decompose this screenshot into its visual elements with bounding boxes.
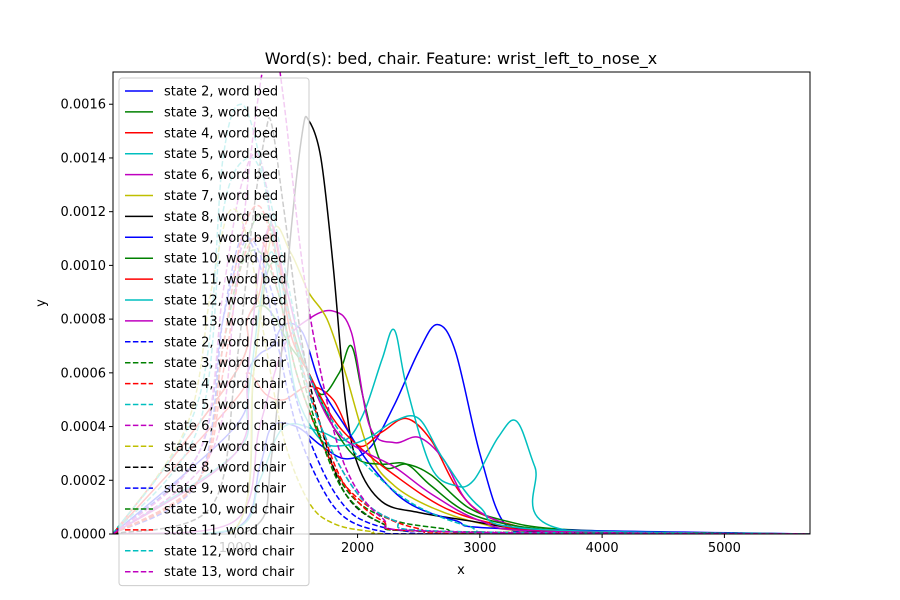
legend-label: state 2, word chair [164, 335, 287, 350]
legend-label: state 13, word bed [164, 314, 286, 329]
legend: state 2, word bed state 3, word bed state … [118, 77, 310, 587]
legend-label: state 5, word bed [164, 147, 278, 162]
x-tick-label: 3000 [463, 541, 496, 556]
legend-label: state 2, word bed [164, 85, 278, 100]
legend-label: state 7, word chair [164, 440, 287, 455]
legend-label: state 4, word chair [164, 377, 287, 392]
legend-label: state 9, word bed [164, 231, 278, 246]
legend-label: state 5, word chair [164, 398, 287, 413]
legend-label: state 10, word bed [164, 252, 286, 267]
legend-label: state 7, word bed [164, 189, 278, 204]
y-tick-label: 0.0008 [61, 313, 107, 328]
y-axis-label: y [34, 299, 49, 307]
x-tick-label: 4000 [586, 541, 619, 556]
legend-label: state 6, word bed [164, 168, 278, 183]
chart-title: Word(s): bed, chair. Feature: wrist_left… [265, 49, 657, 69]
legend-label: state 8, word bed [164, 210, 278, 225]
legend-label: state 3, word chair [164, 356, 287, 371]
legend-box [118, 77, 310, 587]
y-tick-label: 0.0010 [61, 259, 107, 274]
y-tick-label: 0.0006 [61, 366, 107, 381]
legend-label: state 12, word chair [164, 544, 295, 559]
legend-label: state 3, word bed [164, 105, 278, 120]
legend-label: state 11, word chair [164, 523, 295, 538]
y-tick-label: 0.0002 [61, 474, 107, 489]
legend-label: state 10, word chair [164, 503, 295, 518]
y-tick-label: 0.0014 [61, 151, 107, 166]
y-tick-label: 0.0012 [61, 205, 107, 220]
x-tick-label: 5000 [708, 541, 741, 556]
legend-label: state 8, word chair [164, 461, 287, 476]
y-axis: 0.0000 0.0002 0.0004 0.0006 0.0008 0.0010 0.00… [61, 98, 113, 543]
legend-label: state 9, word chair [164, 482, 287, 497]
x-tick-label: 2000 [341, 541, 374, 556]
legend-label: state 4, word bed [164, 126, 278, 141]
y-tick-label: 0.0016 [61, 98, 107, 113]
x-axis-label: x [457, 563, 465, 578]
plot-frame [112, 71, 811, 535]
legend-label: state 6, word chair [164, 419, 287, 434]
legend-label: state 13, word chair [164, 565, 295, 580]
legend-label: state 11, word bed [164, 273, 286, 288]
y-tick-label: 0.0004 [61, 420, 107, 435]
y-tick-label: 0.0000 [61, 528, 107, 543]
legend-label: state 12, word bed [164, 294, 286, 309]
